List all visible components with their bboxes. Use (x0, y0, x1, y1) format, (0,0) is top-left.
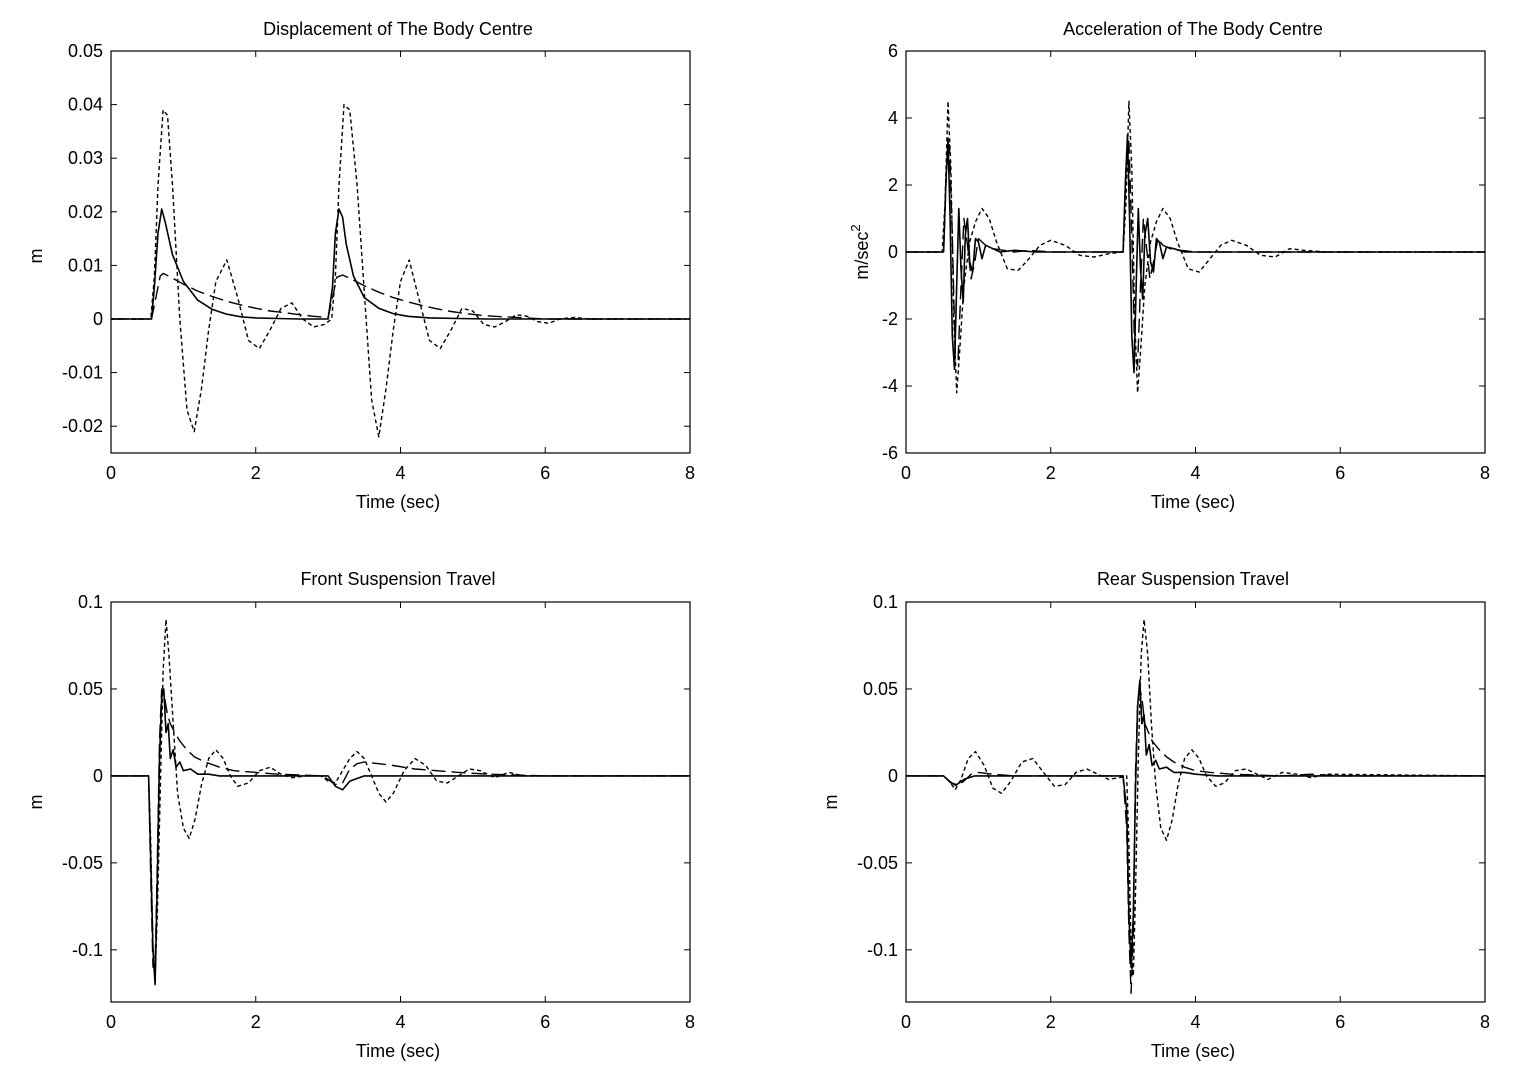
y-axis-label-text: m (821, 795, 841, 810)
chart-title: Front Suspension Travel (300, 569, 495, 589)
x-tick-label: 2 (1046, 463, 1056, 483)
x-axis-label: Time (sec) (356, 1041, 440, 1061)
y-tick-label: -0.1 (72, 940, 103, 960)
y-axis-label-text: m (26, 249, 46, 264)
x-tick-label: 8 (685, 463, 695, 483)
y-tick-label: 0.02 (68, 202, 103, 222)
x-tick-label: 8 (1480, 463, 1490, 483)
y-tick-label: -0.02 (62, 416, 103, 436)
y-tick-label: 2 (888, 175, 898, 195)
y-tick-label: 4 (888, 108, 898, 128)
acceleration-chart-panel: Acceleration of The Body Centre Time (se… (848, 19, 1490, 512)
x-axis-label: Time (sec) (1151, 1041, 1235, 1061)
x-tick-label: 4 (395, 1012, 405, 1032)
y-tick-label: -0.1 (867, 940, 898, 960)
x-tick-label: 6 (1335, 463, 1345, 483)
x-tick-label: 2 (1046, 1012, 1056, 1032)
series-line-dashed (111, 272, 690, 320)
y-tick-label: -0.05 (857, 853, 898, 873)
x-tick-label: 6 (540, 463, 550, 483)
y-tick-label: -6 (882, 443, 898, 463)
x-tick-label: 4 (1190, 1012, 1200, 1032)
y-tick-label: 0 (888, 242, 898, 262)
series-line-dotted (111, 103, 690, 438)
y-tick-label: 0 (93, 309, 103, 329)
series-line-solid (906, 679, 1485, 969)
y-tick-label: 0.04 (68, 95, 103, 115)
y-axis-label: m (26, 795, 46, 810)
y-axis-label: m (26, 249, 46, 264)
x-axis-label: Time (sec) (356, 492, 440, 512)
y-axis-label-text: m (26, 795, 46, 810)
x-tick-label: 4 (395, 463, 405, 483)
chart-title: Displacement of The Body Centre (263, 19, 533, 39)
y-axis-label: m (821, 795, 841, 810)
y-tick-label: 0.03 (68, 148, 103, 168)
x-tick-label: 6 (540, 1012, 550, 1032)
series-line-dotted (111, 618, 690, 977)
y-tick-label: 0 (888, 766, 898, 786)
y-tick-label: 0.1 (873, 592, 898, 612)
x-tick-label: 6 (1335, 1012, 1345, 1032)
x-tick-label: 0 (901, 1012, 911, 1032)
series-line-solid (111, 688, 690, 986)
x-tick-label: 0 (106, 1012, 116, 1032)
y-tick-label: 0.05 (68, 679, 103, 699)
y-axis-label: m/sec2 (848, 224, 872, 279)
x-tick-label: 8 (685, 1012, 695, 1032)
y-tick-label: 0.01 (68, 255, 103, 275)
y-axis-label-text: m/sec (852, 232, 872, 280)
series-line-dashed (111, 688, 690, 968)
y-tick-label: -0.05 (62, 853, 103, 873)
y-tick-label: -0.01 (62, 363, 103, 383)
series-line-solid (111, 208, 690, 320)
chart-title: Acceleration of The Body Centre (1063, 19, 1323, 39)
displacement-chart-panel: Displacement of The Body Centre Time (se… (26, 19, 695, 512)
x-tick-label: 2 (251, 463, 261, 483)
y-tick-label: -4 (882, 376, 898, 396)
series-line-dashed (906, 688, 1485, 994)
x-tick-label: 0 (901, 463, 911, 483)
y-tick-label: 0 (93, 766, 103, 786)
y-tick-label: 6 (888, 41, 898, 61)
x-axis-label: Time (sec) (1151, 492, 1235, 512)
x-tick-label: 2 (251, 1012, 261, 1032)
y-tick-label: 0.1 (78, 592, 103, 612)
y-tick-label: 0.05 (68, 41, 103, 61)
x-tick-label: 0 (106, 463, 116, 483)
rear-suspension-chart-panel: Rear Suspension Travel Time (sec) m 0 2 4 6… (821, 569, 1490, 1061)
y-axis-label-superscript: 2 (848, 224, 863, 231)
series-line-dashed (906, 140, 1485, 367)
y-tick-label: 0.05 (863, 679, 898, 699)
front-suspension-chart-panel: Front Suspension Travel Time (sec) m 0 2 4… (26, 569, 695, 1061)
y-tick-label: -2 (882, 309, 898, 329)
chart-title: Rear Suspension Travel (1097, 569, 1289, 589)
x-tick-label: 4 (1190, 463, 1200, 483)
x-tick-label: 8 (1480, 1012, 1490, 1032)
